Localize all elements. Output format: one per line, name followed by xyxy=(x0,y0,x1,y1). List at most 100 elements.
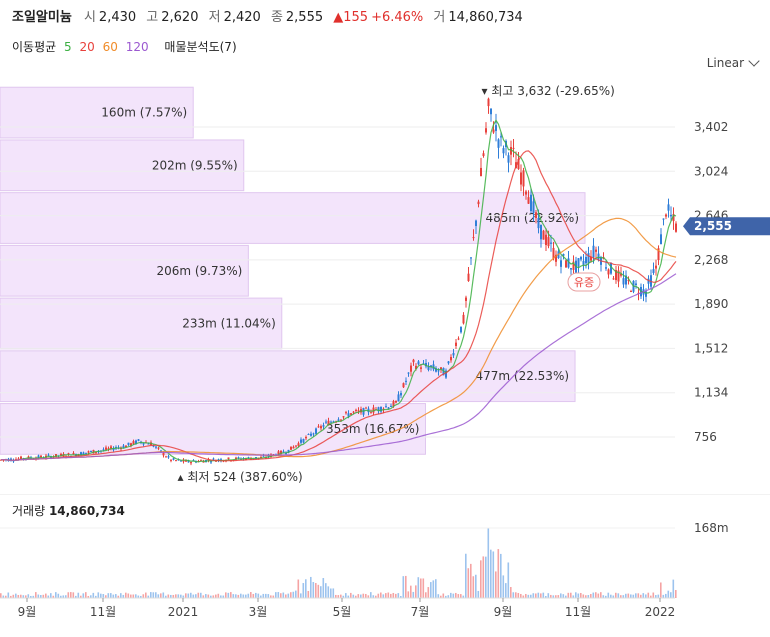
volume-bar xyxy=(557,595,560,598)
candle-body xyxy=(500,136,502,138)
ma-line-5 xyxy=(1,119,677,463)
volume-bar xyxy=(570,592,572,598)
volume-profile-band xyxy=(0,139,245,192)
volume-bar xyxy=(27,594,30,598)
volume-bar xyxy=(522,595,525,598)
volume-bar xyxy=(330,588,332,598)
volume-bar xyxy=(620,595,622,598)
volume-bar xyxy=(342,595,345,598)
volume-bar xyxy=(492,551,495,598)
candle-body xyxy=(595,249,597,252)
candle-body xyxy=(520,172,522,185)
volume-bar xyxy=(275,592,277,598)
high-label: 고 xyxy=(146,10,159,25)
volume-bar xyxy=(472,576,475,598)
volume-bar xyxy=(477,590,480,598)
volume-bar xyxy=(210,595,212,598)
candle-body xyxy=(40,455,42,458)
volume-bar xyxy=(597,593,600,598)
volume-bar xyxy=(125,592,127,598)
volume-bar xyxy=(487,528,490,598)
volume-bar xyxy=(122,594,125,598)
volume-bar xyxy=(515,592,517,598)
candle-body xyxy=(310,433,312,436)
volume-bar xyxy=(475,574,477,598)
volume-bar xyxy=(257,593,260,598)
volume-bar xyxy=(70,592,72,598)
volume-bar xyxy=(157,594,160,598)
volume-bar xyxy=(267,594,270,598)
volume-bar xyxy=(400,595,402,598)
x-tick-label: 5월 xyxy=(333,605,352,619)
y-tick-label: 1,512 xyxy=(694,341,728,355)
volume-bar xyxy=(302,583,305,598)
chevron-down-icon[interactable] xyxy=(748,55,760,67)
candle-body xyxy=(452,352,455,356)
candle-body xyxy=(332,421,335,423)
candle-body xyxy=(672,214,675,222)
candle-body xyxy=(625,275,627,285)
candle-body xyxy=(415,365,417,369)
volume-bar xyxy=(282,592,285,598)
current-price-label: 2,555 xyxy=(694,219,732,233)
volume-bar xyxy=(555,595,557,598)
volume-bar xyxy=(80,595,82,598)
volume-bar xyxy=(632,594,635,598)
volume-bar xyxy=(370,592,372,598)
volume-bar xyxy=(397,593,400,598)
candle-body xyxy=(467,273,470,282)
close-value: 2,555 xyxy=(285,10,324,25)
candle-body xyxy=(670,214,672,217)
candle-body xyxy=(662,218,665,220)
candle-body xyxy=(352,411,355,413)
volume-bar xyxy=(505,583,507,598)
volume-bar xyxy=(7,592,10,598)
x-tick-label: 11월 xyxy=(565,605,591,619)
candle-body xyxy=(622,278,625,285)
y-tick-label: 3,024 xyxy=(694,164,728,178)
candle-body xyxy=(340,419,342,421)
price-chart[interactable]: 160m (7.57%) 202m (9.55%) 485m (22.92%) 206… xyxy=(0,80,770,490)
volume-bar xyxy=(327,586,330,598)
candle-body xyxy=(277,451,280,456)
volume-bar xyxy=(465,553,467,598)
candle-body xyxy=(50,456,52,459)
volume-bar xyxy=(252,593,255,598)
volume-bar xyxy=(615,592,617,598)
volume-bar xyxy=(307,590,310,598)
volume-bar xyxy=(365,593,367,598)
candle-body xyxy=(645,291,647,297)
moving-average-legend[interactable]: 이동평균 5 20 60 120 매물분석도(7) xyxy=(12,38,241,55)
volume-bar xyxy=(630,594,632,598)
volume-bar xyxy=(280,593,282,598)
volume-bar xyxy=(312,582,315,598)
volume-bar xyxy=(22,595,25,598)
volume-bar xyxy=(445,595,447,598)
candle-body xyxy=(347,413,350,417)
volume-bar xyxy=(645,594,647,598)
candle-body xyxy=(495,125,497,131)
volume-bar xyxy=(650,595,652,598)
volume-bar xyxy=(45,593,47,598)
candle-body xyxy=(412,359,415,363)
candle-body xyxy=(427,366,430,370)
volume-bar xyxy=(497,549,500,598)
volume-bar xyxy=(462,595,465,598)
volume-bar xyxy=(10,595,12,598)
volume-bar xyxy=(577,593,580,598)
volume-bar xyxy=(325,583,327,598)
volume-bar xyxy=(427,587,430,598)
volume-bar xyxy=(92,592,95,598)
volume-bar xyxy=(542,592,545,598)
candle-body xyxy=(435,368,437,372)
candle-body xyxy=(417,361,420,365)
scale-mode-select[interactable]: Linear xyxy=(706,56,744,70)
volume-bar xyxy=(272,595,275,598)
volume-bar xyxy=(0,593,2,598)
volume-bar xyxy=(147,595,150,598)
volume-bar xyxy=(202,595,205,598)
volume-chart[interactable]: 168m 9월 11월 2021 3월 5월 7월 9월 11월 2022 xyxy=(0,494,770,637)
candle-body xyxy=(337,419,340,421)
volume-bar xyxy=(435,579,437,598)
volume-bar xyxy=(175,594,177,598)
